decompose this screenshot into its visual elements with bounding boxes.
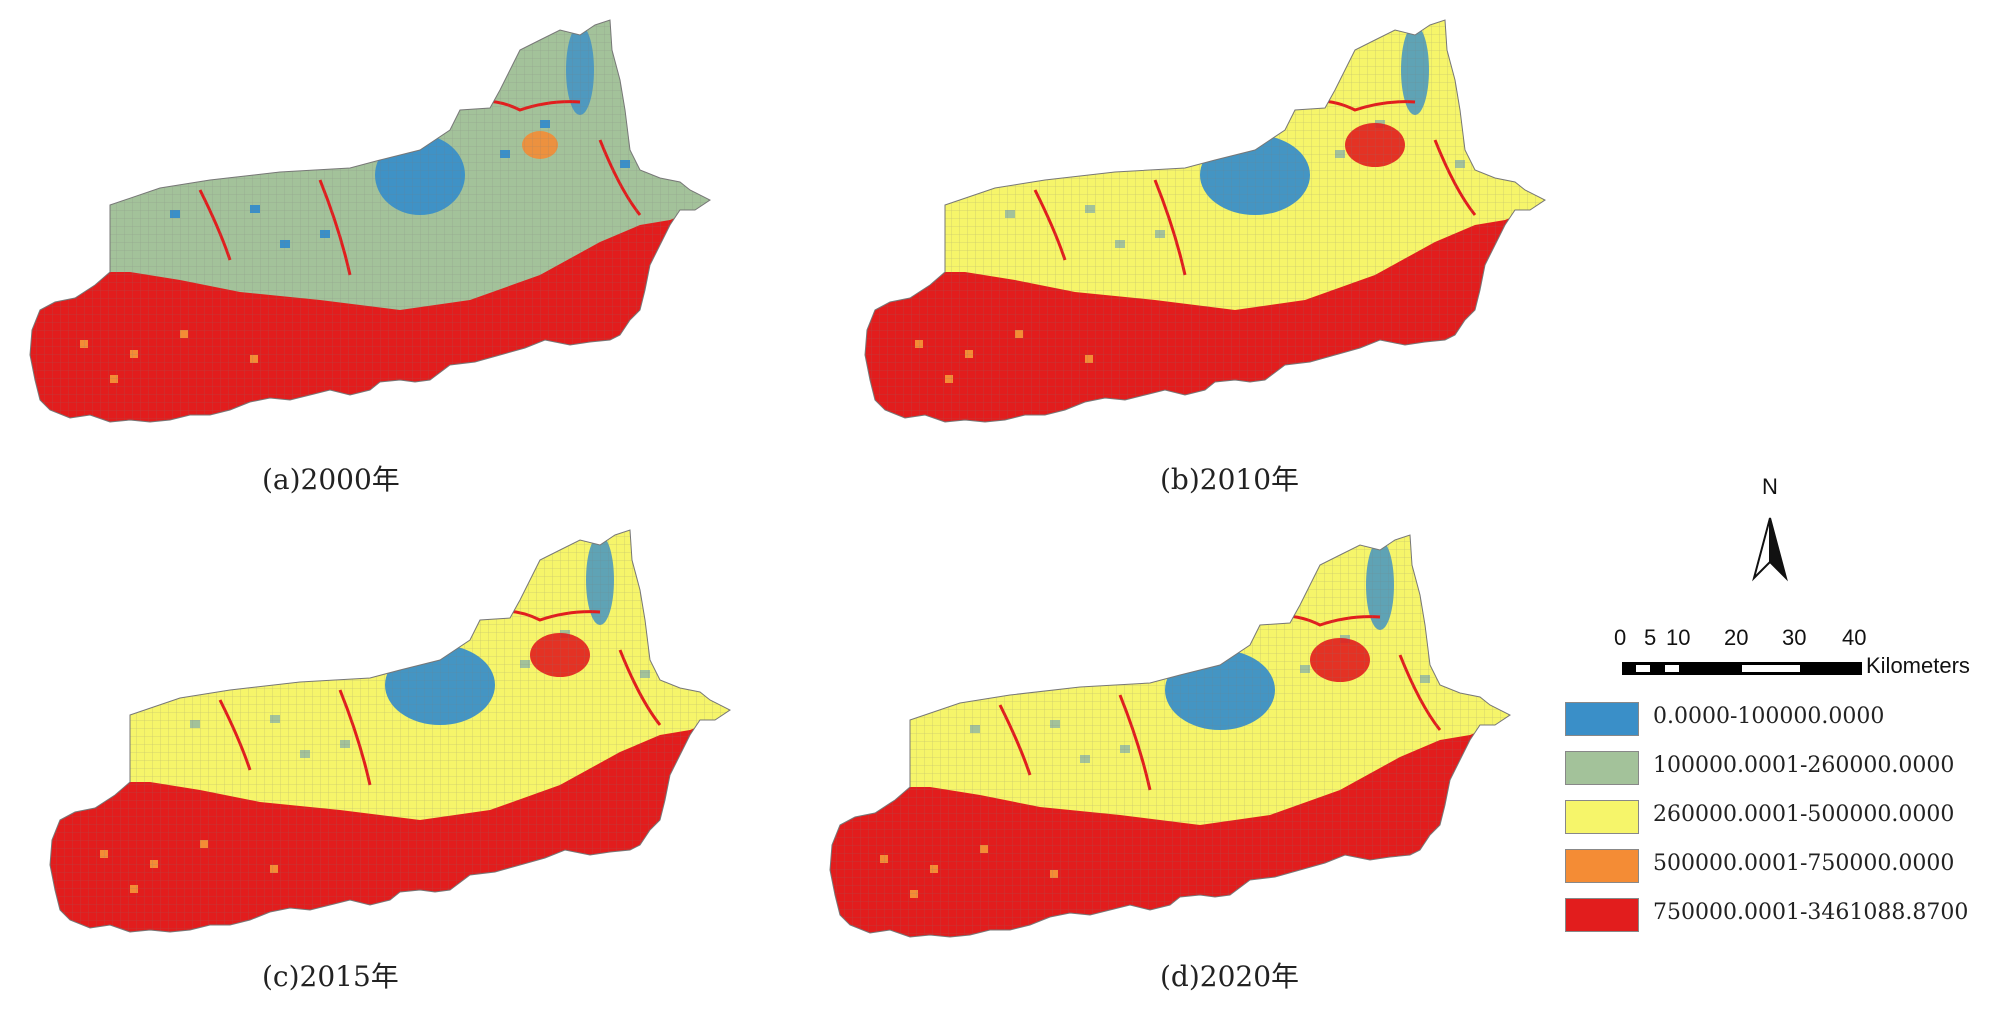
scale-bar: 0 5 10 20 30 40 Kilometers xyxy=(1610,625,2000,685)
legend-swatch-2 xyxy=(1565,751,1639,785)
legend-item-4: 500000.0001-750000.0000 xyxy=(1565,847,2005,883)
legend-label-1: 0.0000-100000.0000 xyxy=(1653,704,1885,729)
scale-tick-20: 20 xyxy=(1724,625,1749,650)
map-panel-2010 xyxy=(855,10,1585,430)
north-label: N xyxy=(1762,474,1778,499)
map-2020 xyxy=(829,534,1511,938)
caption-2020: (d)2020年 xyxy=(1160,960,1300,993)
caption-2010: (b)2010年 xyxy=(1160,463,1300,496)
map-panel-2020 xyxy=(820,525,1550,945)
legend-label-5: 750000.0001-3461088.8700 xyxy=(1653,900,1969,925)
scale-tick-30: 30 xyxy=(1782,625,1807,650)
legend-item-5: 750000.0001-3461088.8700 xyxy=(1565,896,2005,932)
map-2010 xyxy=(864,19,1546,423)
scale-tick-0: 0 xyxy=(1614,625,1627,650)
caption-2015: (c)2015年 xyxy=(262,960,399,993)
legend-swatch-1 xyxy=(1565,702,1639,736)
map-2000 xyxy=(29,19,711,423)
scale-tick-10: 10 xyxy=(1666,625,1691,650)
scale-unit: Kilometers xyxy=(1866,653,1970,678)
scale-tick-40: 40 xyxy=(1842,625,1867,650)
legend-item-1: 0.0000-100000.0000 xyxy=(1565,700,2005,736)
north-arrow-icon xyxy=(1752,517,1788,582)
scale-tick-5: 5 xyxy=(1644,625,1657,650)
map-panel-2015 xyxy=(40,520,770,940)
legend-label-4: 500000.0001-750000.0000 xyxy=(1653,851,1955,876)
legend-item-3: 260000.0001-500000.0000 xyxy=(1565,798,2005,834)
legend-item-2: 100000.0001-260000.0000 xyxy=(1565,749,2005,785)
legend-label-3: 260000.0001-500000.0000 xyxy=(1653,802,1955,827)
scale-bar-graphic xyxy=(1622,662,1862,675)
legend-swatch-5 xyxy=(1565,898,1639,932)
legend-swatch-3 xyxy=(1565,800,1639,834)
map-2015 xyxy=(49,529,731,933)
legend-swatch-4 xyxy=(1565,849,1639,883)
legend-label-2: 100000.0001-260000.0000 xyxy=(1653,753,1955,778)
caption-2000: (a)2000年 xyxy=(262,463,400,496)
map-panel-2000 xyxy=(20,10,750,430)
